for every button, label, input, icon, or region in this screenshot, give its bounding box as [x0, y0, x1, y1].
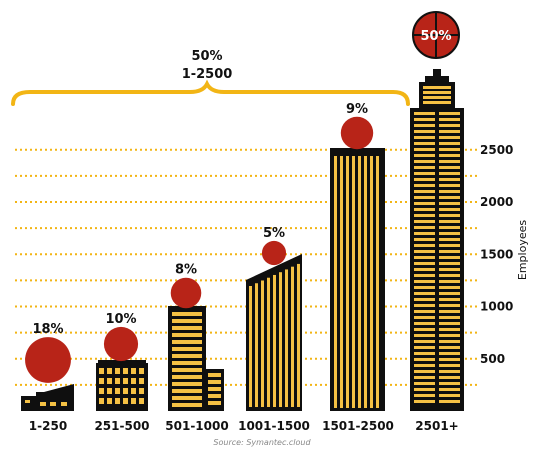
group-range-label: 1-2500: [182, 67, 233, 82]
building-501-1000: [168, 306, 224, 411]
percentage-bubble: 50%: [412, 11, 460, 59]
percentage-bubble: 18%: [25, 322, 71, 383]
x-tick-label: 1001-1500: [238, 419, 310, 433]
y-tick-label: 1500: [480, 247, 513, 261]
building-1001-1500: [246, 254, 302, 411]
x-tick-label: 1501-2500: [322, 419, 394, 433]
y-axis-label: Employees: [516, 220, 529, 280]
y-tick-label: 2500: [480, 143, 513, 157]
percentage-bubble: 9%: [340, 102, 374, 150]
y-tick-label: 500: [480, 352, 505, 366]
percentage-bubble: 8%: [170, 263, 202, 309]
value-label: 18%: [32, 322, 63, 337]
value-label: 5%: [263, 226, 285, 241]
percentage-bubble: 10%: [103, 312, 139, 362]
x-axis-labels: 1-250 251-500 501-1000 1001-1500 1501-2500 25…: [29, 419, 459, 433]
x-tick-label: 501-1000: [165, 419, 228, 433]
building-251-500: [96, 360, 148, 411]
value-label: 50%: [420, 29, 451, 44]
building-1501-2500: [330, 148, 385, 411]
x-tick-label: 251-500: [94, 419, 149, 433]
x-tick-label: 1-250: [29, 419, 67, 433]
source-note: Source: Symantec.cloud: [213, 438, 311, 447]
percentage-bubble: 5%: [261, 226, 287, 266]
building-2501-plus: [410, 69, 464, 411]
x-tick-label: 2501+: [415, 419, 458, 433]
value-label: 8%: [175, 263, 197, 278]
y-tick-label: 1000: [480, 300, 513, 314]
y-axis-ticks: 500 1000 1500 2000 2500: [480, 143, 513, 366]
percentage-bubbles: 18% 10% 8% 5% 9% 50%: [25, 11, 460, 383]
value-label: 10%: [105, 312, 136, 327]
group-percentage-label: 50%: [191, 49, 222, 64]
value-label: 9%: [346, 102, 368, 117]
y-tick-label: 2000: [480, 195, 513, 209]
building-bars: [21, 69, 464, 411]
building-1-250: [21, 384, 74, 411]
group-brace: [11, 79, 410, 106]
